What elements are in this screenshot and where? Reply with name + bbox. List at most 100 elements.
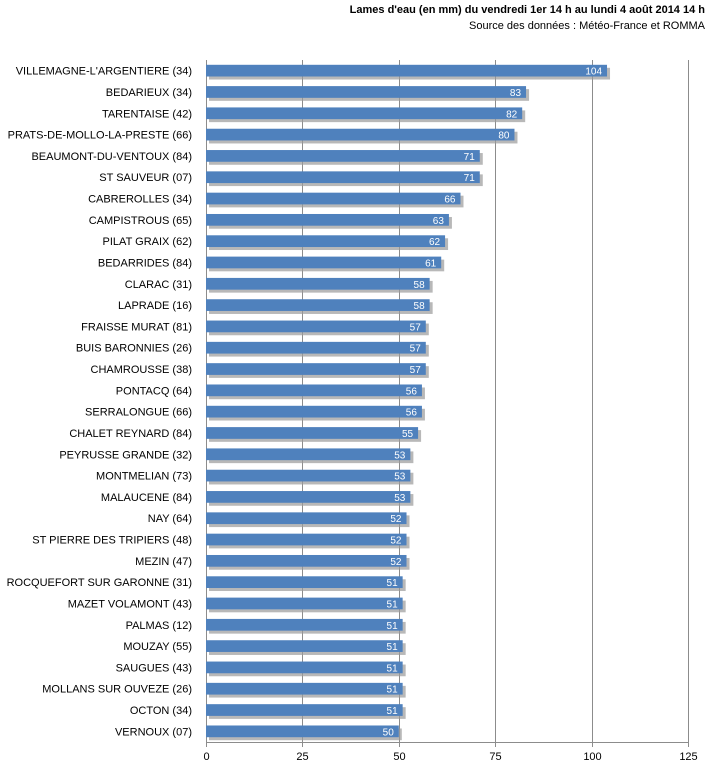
category-label: MONTMELIAN (73) (96, 471, 192, 483)
chart-subtitle: Source des données : Météo-France et ROM… (469, 20, 705, 32)
category-label: PRATS-DE-MOLLO-LA-PRESTE (66) (8, 130, 192, 142)
category-label: PILAT GRAIX (62) (103, 236, 192, 248)
category-label: BUIS BARONNIES (26) (76, 343, 192, 355)
bar-value-label: 50 (383, 727, 395, 738)
bar (206, 320, 426, 333)
bar (206, 427, 419, 439)
bar (206, 86, 527, 98)
category-label: LAPRADE (16) (118, 300, 192, 312)
bar (206, 256, 442, 269)
bar (206, 682, 403, 695)
category-label: CHAMROUSSE (38) (91, 364, 192, 376)
x-tick-label: 125 (679, 751, 697, 763)
bar (206, 554, 407, 567)
category-label: PEYRUSSE GRANDE (32) (59, 449, 192, 461)
bar (206, 618, 403, 631)
bar (206, 277, 430, 290)
category-label: BEDARRIDES (84) (98, 257, 192, 269)
bar-value-label: 51 (387, 599, 399, 610)
bar-value-label: 51 (387, 663, 399, 674)
bar (206, 704, 403, 716)
bar (206, 512, 407, 525)
bar-value-label: 57 (410, 322, 422, 333)
bar-value-label: 51 (387, 578, 399, 589)
x-tick-label: 50 (393, 751, 405, 763)
category-label: MAZET VOLAMONT (43) (68, 598, 192, 610)
category-label: CABREROLLES (34) (88, 194, 192, 206)
bar-value-label: 62 (429, 237, 441, 248)
bar (206, 533, 407, 546)
category-label: ROCQUEFORT SUR GARONNE (31) (7, 577, 192, 589)
bar-value-label: 52 (390, 557, 402, 568)
bar (206, 597, 403, 610)
bar (206, 107, 523, 120)
bar-value-label: 57 (410, 344, 422, 355)
category-label: MALAUCENE (84) (101, 492, 192, 504)
bars: 104 83 82 80 71 71 66 63 62 61 58 58 57 57 57 56 56 55 53 5… (206, 64, 611, 741)
category-label: PONTACQ (64) (116, 385, 192, 397)
bar-value-label: 63 (433, 216, 445, 227)
category-label: VILLEMAGNE-L'ARGENTIERE (34) (16, 66, 192, 78)
bar-value-label: 80 (498, 131, 510, 142)
category-label: CLARAC (31) (125, 279, 192, 291)
bar-value-label: 51 (387, 706, 399, 717)
bar-value-label: 52 (390, 536, 402, 547)
bar-value-label: 56 (406, 408, 418, 419)
x-tick-label: 0 (203, 751, 209, 763)
x-tick-label: 100 (583, 751, 601, 763)
bar-value-label: 53 (394, 493, 406, 504)
bar (206, 725, 399, 738)
bar-value-label: 51 (387, 621, 399, 632)
bar-value-label: 53 (394, 472, 406, 483)
bar (206, 128, 515, 141)
bar-value-label: 55 (402, 429, 414, 440)
category-label: MOLLANS SUR OUVEZE (26) (42, 684, 192, 696)
category-label: VERNOUX (07) (115, 726, 192, 738)
category-label: BEAUMONT-DU-VENTOUX (84) (31, 151, 192, 163)
bar (206, 64, 608, 77)
bar-value-label: 52 (390, 514, 402, 525)
x-tick-label: 25 (296, 751, 308, 763)
bar-value-label: 82 (506, 109, 518, 120)
bar (206, 150, 480, 162)
bar-value-label: 66 (444, 195, 456, 206)
category-label: SERRALONGUE (66) (85, 407, 192, 419)
bar (206, 192, 461, 205)
category-label: PALMAS (12) (126, 620, 192, 632)
category-label: MEZIN (47) (135, 556, 192, 568)
bar (206, 576, 403, 589)
bar-value-label: 58 (414, 301, 426, 312)
bar (206, 235, 446, 248)
bar (206, 341, 426, 354)
bar-value-label: 83 (510, 88, 522, 99)
category-label: ST PIERRE DES TRIPIERS (48) (32, 535, 192, 547)
category-label: FRAISSE MURAT (81) (81, 321, 192, 333)
bar (206, 448, 411, 461)
category-label: CHALET REYNARD (84) (69, 428, 192, 440)
bar (206, 299, 430, 311)
category-label: SAUGUES (43) (116, 662, 192, 674)
bar-value-label: 104 (585, 67, 602, 78)
bar (206, 640, 403, 652)
bar (206, 661, 403, 674)
bar-value-label: 51 (387, 642, 399, 653)
bar-value-label: 58 (414, 280, 426, 291)
bar-value-label: 51 (387, 685, 399, 696)
category-labels: VILLEMAGNE-L'ARGENTIERE (34) BEDARIEUX (3… (7, 66, 192, 739)
chart-title: Lames d'eau (en mm) du vendredi 1er 14 h… (349, 4, 705, 16)
category-label: TARENTAISE (42) (102, 108, 192, 120)
bar-value-label: 71 (464, 152, 476, 163)
category-label: MOUZAY (55) (123, 641, 192, 653)
bar (206, 363, 426, 375)
category-label: OCTON (34) (130, 705, 192, 717)
bar-value-label: 61 (425, 258, 437, 269)
x-axis-ticks: 0 25 50 75 100 125 (203, 751, 697, 763)
bar (206, 469, 411, 482)
x-tick-label: 75 (489, 751, 501, 763)
bar-value-label: 56 (406, 386, 418, 397)
bar-value-label: 71 (464, 173, 476, 184)
category-label: BEDARIEUX (34) (106, 87, 192, 99)
category-label: CAMPISTROUS (65) (89, 215, 192, 227)
bar (206, 213, 449, 226)
